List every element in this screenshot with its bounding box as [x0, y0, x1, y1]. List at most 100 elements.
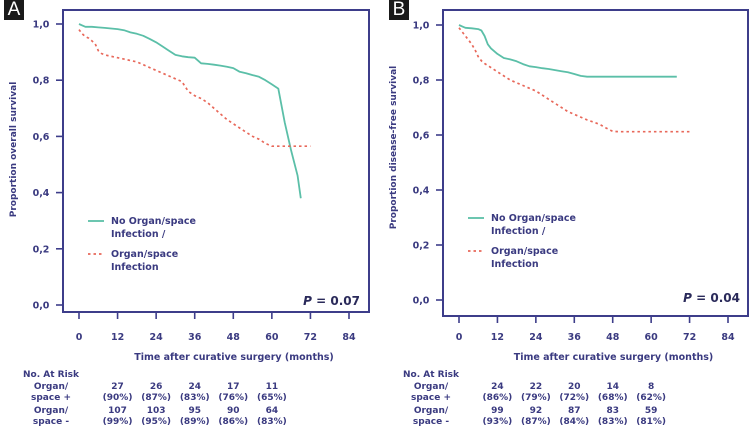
at-risk-count: 26 [149, 382, 163, 392]
at-risk-percent: (86%) [218, 417, 249, 427]
legend-label: Organ/space [491, 246, 558, 257]
y-tick-label: 0,8 [413, 76, 430, 87]
p-value: = 0.07 [312, 294, 360, 308]
at-risk-percent: (99%) [102, 417, 133, 427]
at-risk-count: 24 [188, 382, 201, 392]
at-risk-count: 103 [146, 406, 166, 416]
x-tick-label: 84 [342, 332, 356, 343]
at-risk-count: 90 [227, 406, 240, 416]
x-tick-label: 72 [683, 332, 696, 343]
p-symbol: P [683, 291, 692, 305]
at-risk-percent: (81%) [636, 417, 667, 427]
p-symbol: P [303, 294, 312, 308]
y-tick-label: 0,2 [33, 244, 50, 255]
at-risk-row-label: Organ/space + [409, 382, 453, 404]
y-tick-label: 0,2 [413, 241, 430, 252]
x-tick-label: 48 [227, 332, 241, 343]
survival-chart-b: 0,0 0,2 0,4 0,6 0,8 1,0 0 12 24 36 48 60 72 84 Proport… [389, 9, 749, 363]
at-risk-cell: 26 (87%) [136, 382, 176, 404]
at-risk-percent: (68%) [597, 393, 628, 403]
at-risk-cell: 99 (93%) [477, 406, 517, 428]
at-risk-count: 107 [108, 406, 127, 416]
at-risk-cell: 14 (68%) [593, 382, 633, 404]
at-risk-percent: (83%) [597, 417, 628, 427]
x-tick-label: 48 [606, 332, 620, 343]
x-axis-label: Time after curative surgery (months) [514, 352, 714, 363]
row-label-line: space + [411, 393, 451, 403]
panel-b: B 0,0 0,2 0,4 0,6 0,8 1,0 0 12 24 36 48 60 72 84 Propo… [376, 0, 752, 430]
at-risk-count: 24 [491, 382, 504, 392]
at-risk-count: 92 [529, 406, 543, 416]
legend-label: Infection [491, 259, 539, 270]
at-risk-percent: (72%) [559, 393, 590, 403]
at-risk-count: 22 [529, 382, 543, 392]
at-risk-count: 87 [568, 406, 581, 416]
at-risk-cell: 24 (83%) [175, 382, 215, 404]
at-risk-percent: (95%) [141, 417, 172, 427]
at-risk-cell: 107 (99%) [98, 406, 138, 428]
at-risk-count: 14 [606, 382, 619, 392]
p-value-annotation: P = 0.07 [303, 294, 360, 308]
plot-frame [62, 9, 370, 313]
at-risk-cell: 90 (86%) [213, 406, 253, 428]
series-line-organ-space-infection [78, 29, 311, 148]
at-risk-cell: 64 (83%) [252, 406, 292, 428]
at-risk-percent: (79%) [520, 393, 551, 403]
at-risk-percent: (87%) [520, 417, 551, 427]
at-risk-count: 11 [265, 382, 279, 392]
y-tick-label: 0,0 [33, 301, 50, 312]
at-risk-percent: (89%) [179, 417, 210, 427]
p-value-annotation: P = 0.04 [683, 291, 740, 305]
at-risk-cell: 20 (72%) [554, 382, 594, 404]
legend-label: No Organ/space [491, 213, 576, 224]
y-tick-label: 0,8 [33, 76, 50, 87]
x-axis-label: Time after curative surgery (months) [134, 352, 334, 363]
at-risk-count: 83 [606, 406, 619, 416]
legend-label: Infection [111, 262, 159, 273]
y-tick-label: 0,6 [413, 131, 430, 142]
x-tick-label: 24 [529, 332, 543, 343]
at-risk-cell: 83 (83%) [593, 406, 633, 428]
p-value: = 0.04 [692, 291, 740, 305]
at-risk-count: 20 [568, 382, 581, 392]
y-axis-label: Proportion overall survival [9, 82, 19, 218]
x-tick-label: 0 [456, 332, 463, 343]
row-label-line: space - [412, 417, 450, 427]
survival-chart-a: 0,0 0,2 0,4 0,6 0,8 1,0 0 12 24 36 48 60 72 84 Proport… [9, 9, 370, 363]
y-tick-label: 1,0 [33, 20, 50, 31]
legend-label: Infection / [111, 229, 166, 240]
at-risk-count: 8 [648, 382, 655, 392]
x-tick-label: 60 [645, 332, 659, 343]
row-label-line: Organ/ [33, 406, 69, 416]
x-tick-label: 24 [150, 332, 164, 343]
series-line-no-organ-space-infection [458, 24, 677, 78]
row-label-line: space + [31, 393, 71, 403]
panel-letter: B [389, 0, 409, 20]
at-risk-percent: (84%) [559, 417, 590, 427]
at-risk-header: No. At Risk [23, 370, 80, 380]
y-tick-label: 0,4 [413, 186, 430, 197]
plot-frame [442, 9, 749, 317]
at-risk-cell: 11 (65%) [252, 382, 292, 404]
at-risk-count: 95 [188, 406, 201, 416]
at-risk-header: No. At Risk [403, 370, 460, 380]
y-tick-label: 1,0 [413, 21, 430, 32]
y-tick-label: 0,0 [413, 296, 430, 307]
at-risk-percent: (93%) [482, 417, 513, 427]
at-risk-percent: (83%) [256, 417, 287, 427]
x-tick-label: 12 [111, 332, 124, 343]
at-risk-percent: (86%) [482, 393, 513, 403]
at-risk-cell: 87 (84%) [554, 406, 594, 428]
row-label-line: Organ/ [33, 382, 69, 392]
x-tick-label: 84 [721, 332, 735, 343]
row-label-line: space - [32, 417, 70, 427]
row-label-line: Organ/ [413, 382, 449, 392]
panel-a: A 0,0 0,2 0,4 0,6 0,8 1,0 0 12 24 36 48 60 72 84 Propo… [4, 0, 370, 428]
x-tick-label: 72 [304, 332, 317, 343]
y-axis-label: Proportion disease-free survival [389, 66, 399, 230]
x-tick-label: 60 [265, 332, 279, 343]
at-risk-cell: 8 (62%) [631, 382, 671, 404]
panel-letter: A [4, 0, 24, 20]
legend-label: Infection / [491, 226, 546, 237]
at-risk-percent: (65%) [256, 393, 287, 403]
